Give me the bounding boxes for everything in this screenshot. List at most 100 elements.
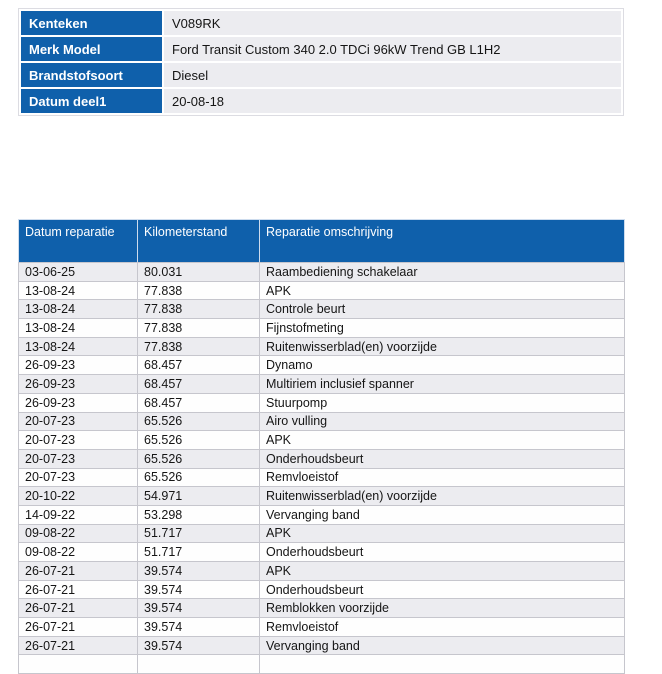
column-header-datum-reparatie: Datum reparatie — [18, 219, 138, 263]
repair-row: 26-07-21 39.574 Vervanging band — [18, 635, 625, 656]
repair-date-cell: 13-08-24 — [18, 336, 138, 357]
odometer-cell: 54.971 — [137, 486, 260, 506]
repair-row: 03-06-25 80.031 Raambediening schakelaar — [18, 262, 625, 282]
repair-description-cell: Multiriem inclusief spanner — [259, 374, 625, 394]
repair-description-cell: Ruitenwisserblad(en) voorzijde — [259, 486, 625, 506]
vehicle-info-value: 20-08-18 — [164, 89, 621, 113]
vehicle-info-value: Diesel — [164, 63, 621, 87]
repair-row: 26-07-21 39.574 Remvloeistof — [18, 617, 625, 637]
odometer-cell: 65.526 — [137, 430, 260, 450]
repair-date-cell: 26-07-21 — [18, 635, 138, 656]
odometer-cell: 68.457 — [137, 374, 260, 394]
repair-row: 13-08-24 77.838 Controle beurt — [18, 299, 625, 320]
odometer-cell: 51.717 — [137, 542, 260, 562]
repair-date-cell: 20-07-23 — [18, 467, 138, 488]
repair-row: 20-07-23 65.526 Remvloeistof — [18, 467, 625, 488]
vehicle-info-row: Datum deel1 20-08-18 — [21, 89, 621, 113]
repair-row: 20-10-22 54.971 Ruitenwisserblad(en) voorz… — [18, 486, 625, 506]
repair-date-cell: 26-07-21 — [18, 561, 138, 581]
repair-description-cell: Onderhoudsbeurt — [259, 448, 625, 469]
repair-date-cell: 26-09-23 — [18, 355, 138, 376]
repair-description-cell: Remvloeistof — [259, 617, 625, 637]
repair-row: 20-07-23 65.526 Onderhoudsbeurt — [18, 448, 625, 469]
repair-row: 20-07-23 65.526 APK — [18, 430, 625, 450]
repair-date-cell: 20-07-23 — [18, 448, 138, 469]
vehicle-info-row: Merk Model Ford Transit Custom 340 2.0 TD… — [21, 37, 621, 61]
repair-row: 26-07-21 39.574 Remblokken voorzijde — [18, 598, 625, 619]
odometer-cell: 65.526 — [137, 448, 260, 469]
repair-description-cell: APK — [259, 430, 625, 450]
repair-history-header: Datum reparatie Kilometerstand Reparatie o… — [18, 219, 625, 263]
repair-description-cell: Vervanging band — [259, 504, 625, 525]
repair-description-cell: APK — [259, 523, 625, 544]
odometer-cell: 65.526 — [137, 411, 260, 432]
repair-description-cell — [259, 654, 625, 674]
repair-date-cell: 26-09-23 — [18, 374, 138, 394]
odometer-cell: 68.457 — [137, 355, 260, 376]
odometer-cell: 68.457 — [137, 392, 260, 413]
repair-row: 20-07-23 65.526 Airo vulling — [18, 411, 625, 432]
vehicle-info-value: Ford Transit Custom 340 2.0 TDCi 96kW Tr… — [164, 37, 621, 61]
repair-date-cell: 26-07-21 — [18, 617, 138, 637]
repair-row: 13-08-24 77.838 Fijnstofmeting — [18, 318, 625, 338]
repair-description-cell: Raambediening schakelaar — [259, 262, 625, 282]
repair-row: 26-07-21 39.574 Onderhoudsbeurt — [18, 579, 625, 600]
repair-date-cell: 14-09-22 — [18, 504, 138, 525]
repair-row: 13-08-24 77.838 Ruitenwisserblad(en) voorz… — [18, 336, 625, 357]
repair-date-cell: 20-10-22 — [18, 486, 138, 506]
repair-date-cell: 03-06-25 — [18, 262, 138, 282]
vehicle-info-row: Brandstofsoort Diesel — [21, 63, 621, 87]
repair-row: 09-08-22 51.717 Onderhoudsbeurt — [18, 542, 625, 562]
repair-row: 09-08-22 51.717 APK — [18, 523, 625, 544]
odometer-cell — [137, 654, 260, 674]
repair-row: 26-07-21 39.574 APK — [18, 561, 625, 581]
odometer-cell: 80.031 — [137, 262, 260, 282]
repair-row: 26-09-23 68.457 Dynamo — [18, 355, 625, 376]
column-header-reparatie-omschrijving: Reparatie omschrijving — [259, 219, 625, 263]
vehicle-info-table: Kenteken V089RK Merk Model Ford Transit Cus… — [18, 8, 624, 116]
vehicle-info-label: Brandstofsoort — [21, 63, 162, 87]
repair-date-cell: 26-07-21 — [18, 579, 138, 600]
repair-description-cell: Fijnstofmeting — [259, 318, 625, 338]
repair-description-cell: Ruitenwisserblad(en) voorzijde — [259, 336, 625, 357]
odometer-cell: 51.717 — [137, 523, 260, 544]
odometer-cell: 77.838 — [137, 280, 260, 301]
odometer-cell: 39.574 — [137, 579, 260, 600]
vehicle-info-label: Datum deel1 — [21, 89, 162, 113]
repair-description-cell: Airo vulling — [259, 411, 625, 432]
repair-history-table: Datum reparatie Kilometerstand Reparatie o… — [18, 219, 625, 674]
repair-date-cell: 09-08-22 — [18, 523, 138, 544]
repair-row: 26-09-23 68.457 Multiriem inclusief spanne… — [18, 374, 625, 394]
repair-description-cell: Dynamo — [259, 355, 625, 376]
repair-row-partial — [18, 654, 625, 674]
repair-description-cell: Onderhoudsbeurt — [259, 579, 625, 600]
repair-date-cell: 13-08-24 — [18, 280, 138, 301]
repair-description-cell: Vervanging band — [259, 635, 625, 656]
repair-date-cell: 09-08-22 — [18, 542, 138, 562]
repair-description-cell: APK — [259, 561, 625, 581]
repair-date-cell: 13-08-24 — [18, 299, 138, 320]
repair-description-cell: Controle beurt — [259, 299, 625, 320]
repair-date-cell: 20-07-23 — [18, 411, 138, 432]
repair-row: 26-09-23 68.457 Stuurpomp — [18, 392, 625, 413]
odometer-cell: 77.838 — [137, 336, 260, 357]
repair-date-cell: 20-07-23 — [18, 430, 138, 450]
vehicle-info-label: Kenteken — [21, 11, 162, 35]
odometer-cell: 39.574 — [137, 617, 260, 637]
odometer-cell: 65.526 — [137, 467, 260, 488]
vehicle-info-row: Kenteken V089RK — [21, 11, 621, 35]
repair-description-cell: Remvloeistof — [259, 467, 625, 488]
repair-description-cell: Remblokken voorzijde — [259, 598, 625, 619]
repair-date-cell: 13-08-24 — [18, 318, 138, 338]
odometer-cell: 77.838 — [137, 299, 260, 320]
repair-date-cell: 26-09-23 — [18, 392, 138, 413]
odometer-cell: 39.574 — [137, 635, 260, 656]
repair-row: 13-08-24 77.838 APK — [18, 280, 625, 301]
vehicle-info-value: V089RK — [164, 11, 621, 35]
repair-description-cell: Onderhoudsbeurt — [259, 542, 625, 562]
repair-date-cell — [18, 654, 138, 674]
odometer-cell: 39.574 — [137, 561, 260, 581]
odometer-cell: 39.574 — [137, 598, 260, 619]
vehicle-info-label: Merk Model — [21, 37, 162, 61]
